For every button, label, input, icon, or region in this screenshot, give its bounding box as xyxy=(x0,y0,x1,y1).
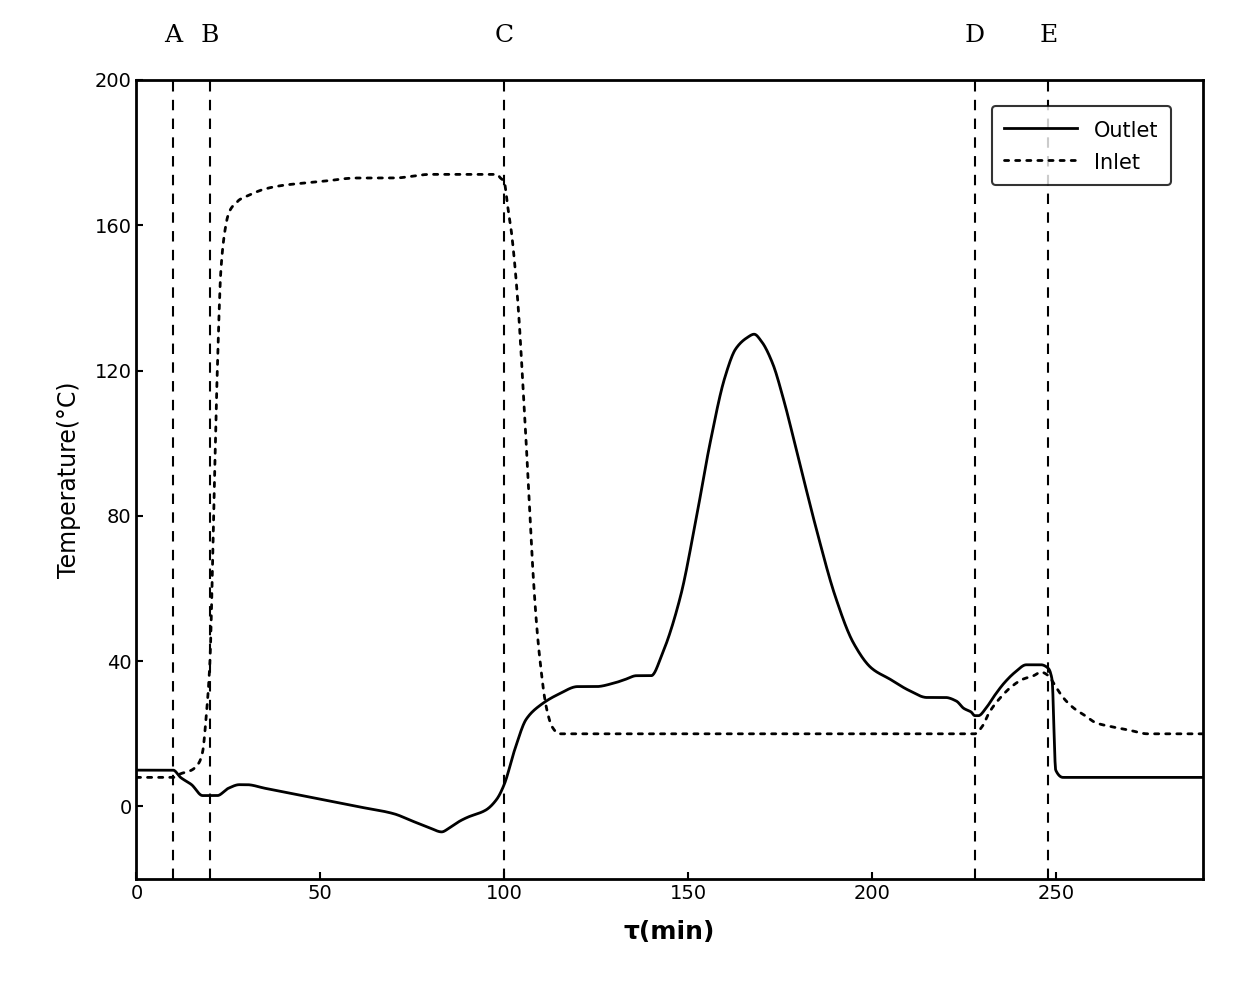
Outlet xyxy=(1164,771,1179,783)
Outlet xyxy=(620,672,635,684)
Outlet xyxy=(184,778,198,790)
Outlet xyxy=(129,764,144,776)
Text: E: E xyxy=(1039,24,1058,47)
Outlet xyxy=(970,709,985,721)
Inlet xyxy=(129,771,144,783)
Inlet xyxy=(620,728,635,740)
Inlet xyxy=(649,728,663,740)
Inlet xyxy=(1164,728,1179,740)
Text: B: B xyxy=(201,24,219,47)
Inlet xyxy=(970,727,985,739)
Outlet xyxy=(1166,771,1180,783)
Inlet xyxy=(1195,728,1210,740)
Line: Outlet: Outlet xyxy=(136,335,1203,832)
Outlet xyxy=(1195,771,1210,783)
Outlet xyxy=(434,826,449,838)
Line: Inlet: Inlet xyxy=(136,175,1203,777)
Inlet xyxy=(184,764,198,776)
Outlet xyxy=(649,665,663,677)
Outlet xyxy=(746,329,761,341)
X-axis label: τ(min): τ(min) xyxy=(624,920,715,944)
Text: C: C xyxy=(495,24,513,47)
Text: D: D xyxy=(965,24,985,47)
Text: A: A xyxy=(164,24,182,47)
Legend: Outlet, Inlet: Outlet, Inlet xyxy=(992,106,1171,185)
Inlet xyxy=(423,169,438,181)
Y-axis label: Temperature(°C): Temperature(°C) xyxy=(57,382,81,577)
Inlet xyxy=(1164,728,1179,740)
